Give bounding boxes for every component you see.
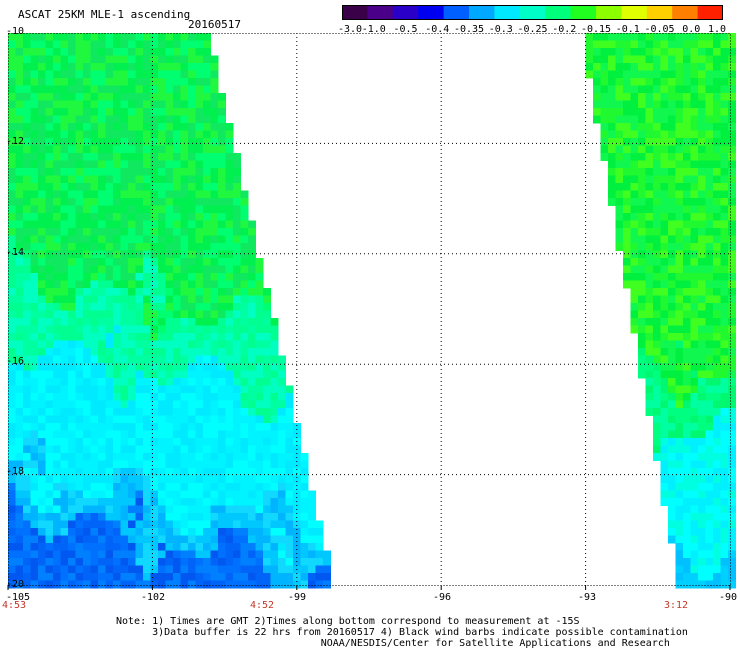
lon-label-90: -90 (719, 593, 737, 603)
colorbar-swatch (596, 5, 622, 20)
wind-speed-cells (8, 33, 736, 589)
colorbar-tick-label: 0.0 (682, 25, 700, 35)
lat-label-16: -16 (6, 357, 24, 367)
colorbar-swatch (494, 5, 520, 20)
footnotes: Note: 1) Times are GMT 2)Times along bot… (116, 616, 688, 649)
lat-label-20: -20 (6, 580, 24, 590)
lat-label-12: -12 (6, 137, 24, 147)
lat-label-10: -10 (6, 27, 24, 37)
colorbar-tick-label: 1.0 (708, 25, 726, 35)
footnote-line-2: 3)Data buffer is 22 hrs from 20160517 4)… (116, 627, 688, 638)
lat-label-18: -18 (6, 467, 24, 477)
swath-time-mid: 4:52 (250, 601, 274, 611)
colorbar-swatch (672, 5, 698, 20)
lon-label-93: -93 (578, 593, 596, 603)
colorbar-swatch (520, 5, 546, 20)
colorbar-tick-label: -0.2 (552, 25, 576, 35)
colorbar-swatch (571, 5, 597, 20)
colorbar-swatch (545, 5, 571, 20)
product-date: 20160517 (188, 19, 241, 30)
colorbar-tick-label: -0.3 (489, 25, 513, 35)
colorbar-swatch (367, 5, 393, 20)
footnote-line-1: Note: 1) Times are GMT 2)Times along bot… (116, 616, 688, 627)
colorbar-swatch (444, 5, 470, 20)
colorbar-tick-label: -0.1 (616, 25, 640, 35)
swath-time-west: 4:53 (2, 601, 26, 611)
product-title: ASCAT 25KM MLE-1 ascending (18, 9, 190, 20)
colorbar-swatch (621, 5, 647, 20)
colorbar-tick-label: -0.05 (644, 25, 674, 35)
colorbar-tick-label: -3.0 (338, 25, 362, 35)
colorbar-swatch (698, 5, 723, 20)
colorbar-swatch (418, 5, 444, 20)
colorbar-swatch (469, 5, 495, 20)
colorbar-tick-label: -1.0 (362, 25, 386, 35)
lon-label-96: -96 (433, 593, 451, 603)
colorbar-tick-label: -0.4 (425, 25, 449, 35)
colorbar-tick-label: -0.25 (517, 25, 547, 35)
lat-label-14: -14 (6, 248, 24, 258)
lon-label-99: -99 (288, 593, 306, 603)
colorbar-tick-label: -0.5 (393, 25, 417, 35)
color-scale-bar (342, 5, 723, 20)
wind-map (0, 0, 740, 650)
color-scale-ticks: -3.0 -1.0 -0.5 -0.4 -0.35 -0.3 -0.25 -0.2 -0.15-… (342, 25, 723, 37)
lon-label-102: -102 (141, 593, 165, 603)
colorbar-swatch (342, 5, 368, 20)
colorbar-tick-label: -0.35 (454, 25, 484, 35)
colorbar-swatch (393, 5, 419, 20)
swath-time-east: 3:12 (664, 601, 688, 611)
footnote-line-3: NOAA/NESDIS/Center for Satellite Applica… (116, 638, 688, 649)
colorbar-tick-label: -0.15 (581, 25, 611, 35)
colorbar-swatch (647, 5, 673, 20)
